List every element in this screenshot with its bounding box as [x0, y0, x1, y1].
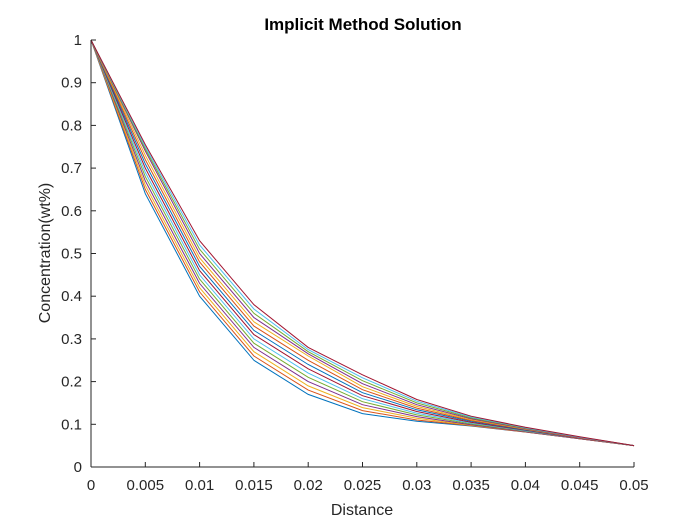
x-tick-label: 0.005 — [127, 477, 165, 494]
y-tick-label: 0.3 — [61, 331, 82, 348]
y-tick-label: 0.2 — [61, 374, 82, 391]
series-line-7 — [90, 39, 635, 447]
y-tick-label: 1 — [74, 32, 82, 49]
series-line-14 — [90, 39, 635, 447]
x-tick-label: 0 — [87, 477, 95, 494]
series-line-3 — [90, 39, 635, 447]
series-layer — [90, 39, 635, 447]
series-line-9 — [90, 39, 635, 447]
series-line-4 — [90, 39, 635, 447]
series-line-11 — [90, 39, 635, 447]
series-line-6 — [90, 39, 635, 447]
series-line-13 — [90, 39, 635, 447]
y-axis-label: Concentration(wt%) — [37, 183, 54, 324]
series-line-1 — [90, 39, 635, 447]
y-tick-label: 0.8 — [61, 117, 82, 134]
y-tick-label: 0.7 — [61, 160, 82, 177]
x-tick-label: 0.04 — [511, 477, 540, 494]
axes — [90, 40, 634, 468]
x-axis-label: Distance — [331, 502, 393, 519]
x-tick-label: 0.025 — [344, 477, 382, 494]
x-tick-label: 0.05 — [619, 477, 648, 494]
x-tick-label: 0.045 — [561, 477, 599, 494]
series-line-8 — [90, 39, 635, 447]
x-tick-label: 0.01 — [185, 477, 214, 494]
y-tick-label: 0.4 — [61, 288, 82, 305]
x-tick-label: 0.02 — [294, 477, 323, 494]
x-tick-label: 0.015 — [235, 477, 273, 494]
series-line-2 — [90, 39, 635, 447]
y-ticks: 0 0.1 0.2 0.3 0.4 0.5 0.6 0.7 0.8 0.9 1 — [61, 32, 96, 476]
chart-title: Implicit Method Solution — [264, 15, 461, 34]
y-tick-label: 0.1 — [61, 416, 82, 433]
x-ticks: 0 0.005 0.01 0.015 0.02 0.025 0.03 0.035 0.04 0.0… — [87, 462, 649, 494]
x-tick-label: 0.03 — [402, 477, 431, 494]
y-tick-label: 0 — [74, 459, 82, 476]
series-line-10 — [90, 39, 635, 447]
y-tick-label: 0.9 — [61, 75, 82, 92]
series-line-12 — [90, 39, 635, 447]
x-tick-label: 0.035 — [452, 477, 490, 494]
y-tick-label: 0.5 — [61, 246, 82, 263]
y-tick-label: 0.6 — [61, 203, 82, 220]
series-line-5 — [90, 39, 635, 447]
